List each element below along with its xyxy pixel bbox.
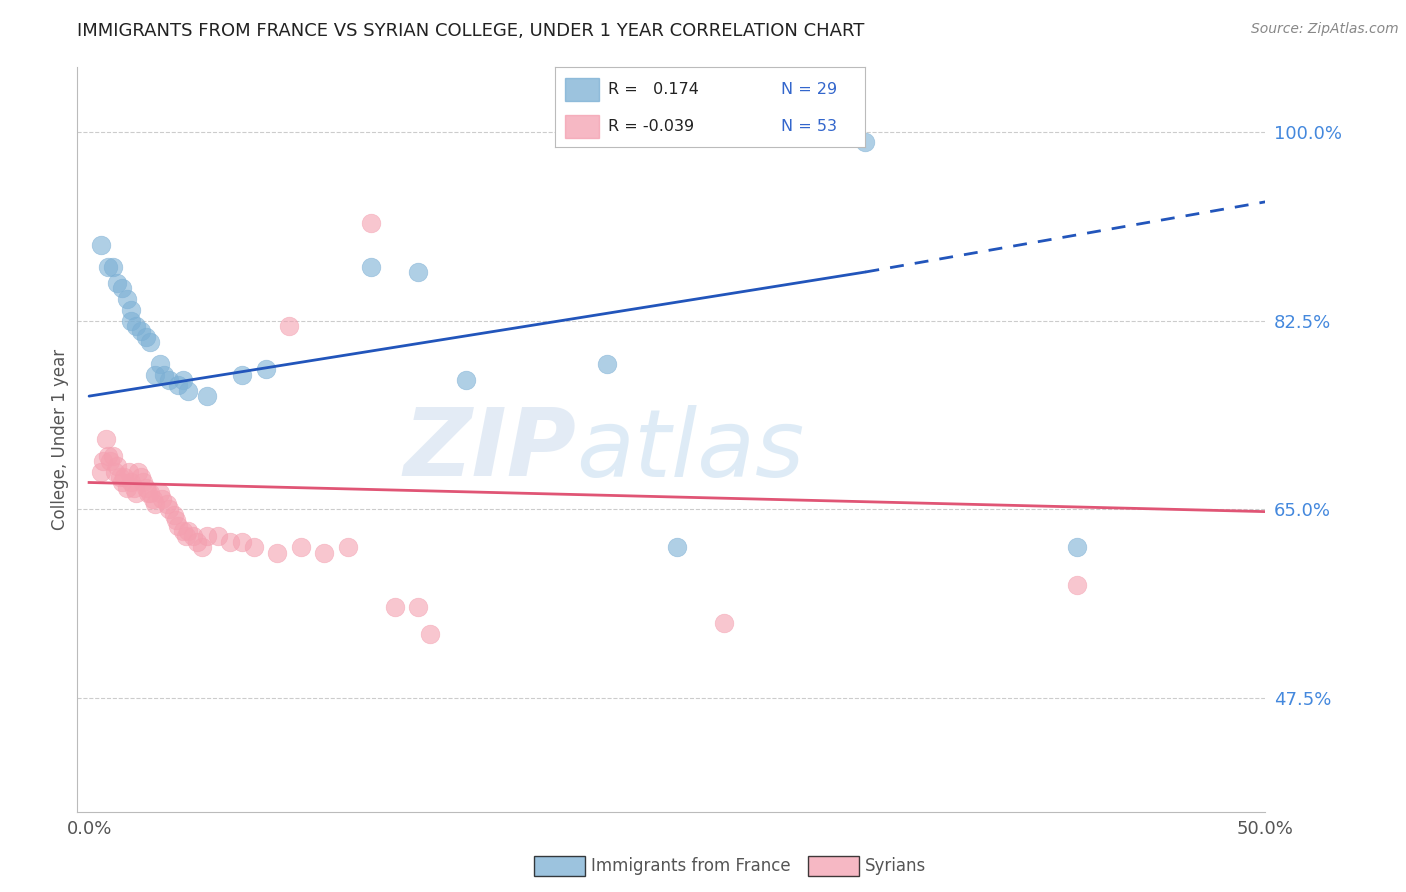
Point [181, 529, 204, 543]
Text: R =   0.174: R = 0.174 [607, 82, 699, 97]
Point [142, 491, 165, 506]
Point [91, 454, 114, 468]
Point [290, 541, 312, 555]
Point [408, 265, 430, 279]
Text: N = 53: N = 53 [782, 119, 837, 134]
Point [360, 260, 382, 274]
Point [454, 373, 477, 387]
Point [136, 486, 159, 500]
Point [172, 373, 194, 387]
Point [111, 281, 134, 295]
Point [384, 599, 406, 614]
Point [174, 529, 197, 543]
Point [713, 615, 735, 630]
Point [120, 313, 142, 327]
Text: R = -0.039: R = -0.039 [607, 119, 695, 134]
Point [143, 368, 166, 382]
Point [125, 486, 148, 500]
Point [94, 433, 117, 447]
Text: Immigrants from France: Immigrants from France [591, 857, 790, 875]
Point [163, 508, 186, 522]
Y-axis label: College, Under 1 year: College, Under 1 year [51, 349, 69, 530]
Point [177, 524, 200, 538]
Point [165, 513, 187, 527]
Point [167, 518, 190, 533]
Point [111, 475, 134, 490]
Point [278, 318, 301, 333]
Point [104, 465, 127, 479]
Point [128, 465, 150, 479]
Text: IMMIGRANTS FROM FRANCE VS SYRIAN COLLEGE, UNDER 1 YEAR CORRELATION CHART: IMMIGRANTS FROM FRANCE VS SYRIAN COLLEGE… [77, 22, 865, 40]
Point [122, 481, 145, 495]
Point [120, 302, 142, 317]
Point [1066, 541, 1088, 555]
Point [167, 378, 190, 392]
Text: Source: ZipAtlas.com: Source: ZipAtlas.com [1251, 22, 1399, 37]
Point [595, 357, 617, 371]
Point [157, 502, 180, 516]
Point [101, 260, 124, 274]
Point [115, 481, 138, 495]
Point [855, 136, 877, 150]
Point [120, 475, 142, 490]
Point [135, 330, 157, 344]
Point [666, 541, 689, 555]
Point [177, 384, 200, 398]
Point [105, 459, 128, 474]
Bar [565, 78, 599, 101]
Point [153, 368, 176, 382]
Point [105, 276, 128, 290]
Point [207, 529, 229, 543]
Point [135, 481, 157, 495]
Point [231, 534, 253, 549]
Point [195, 389, 218, 403]
Point [408, 599, 430, 614]
Point [336, 541, 359, 555]
Point [314, 546, 336, 560]
Point [132, 475, 155, 490]
Point [115, 292, 138, 306]
Point [186, 534, 208, 549]
Point [231, 368, 253, 382]
Point [139, 335, 162, 350]
Point [156, 497, 179, 511]
Point [90, 238, 112, 252]
Point [97, 260, 120, 274]
Point [195, 529, 218, 543]
Point [143, 497, 166, 511]
Point [419, 626, 441, 640]
Point [149, 486, 172, 500]
Point [150, 491, 173, 506]
Point [1066, 578, 1088, 592]
Point [98, 454, 121, 468]
Point [157, 373, 180, 387]
Point [112, 470, 135, 484]
Point [90, 465, 112, 479]
Point [242, 541, 264, 555]
Point [129, 470, 152, 484]
Point [172, 524, 194, 538]
Bar [565, 115, 599, 137]
Text: Syrians: Syrians [865, 857, 927, 875]
Point [125, 318, 148, 333]
Point [108, 470, 131, 484]
Point [97, 449, 120, 463]
Text: atlas: atlas [576, 405, 804, 496]
Point [266, 546, 288, 560]
Point [360, 216, 382, 230]
Point [254, 362, 277, 376]
Text: ZIP: ZIP [404, 404, 576, 497]
Point [191, 541, 214, 555]
Point [101, 449, 124, 463]
Point [149, 357, 172, 371]
Point [118, 465, 141, 479]
Point [129, 324, 152, 338]
Point [219, 534, 242, 549]
Point [139, 486, 162, 500]
Text: N = 29: N = 29 [782, 82, 838, 97]
